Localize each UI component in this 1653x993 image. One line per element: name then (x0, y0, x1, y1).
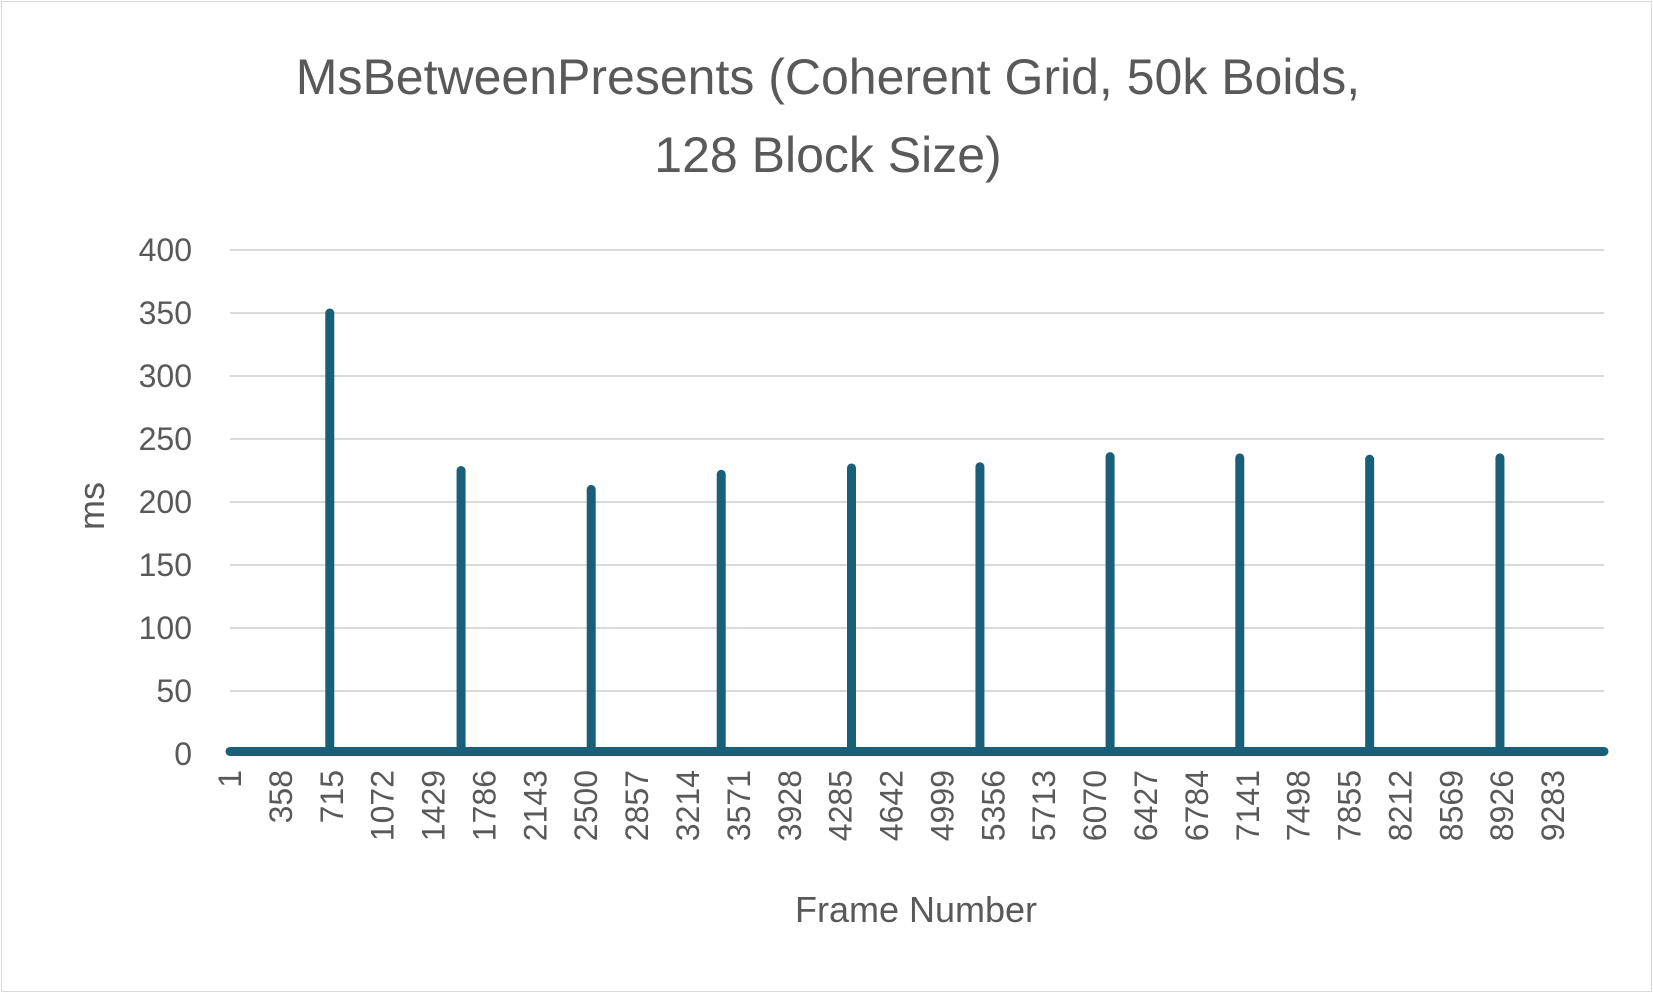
x-tick-label: 1 (212, 770, 248, 788)
y-axis-ticks: 0 50 100 150 200 250 300 350 400 (139, 232, 192, 772)
gridlines (230, 249, 1604, 692)
y-tick-label: 100 (139, 610, 192, 646)
x-tick-label: 715 (314, 770, 350, 823)
y-tick-label: 400 (139, 232, 192, 268)
x-tick-label: 6784 (1179, 770, 1215, 841)
x-tick-label: 4642 (874, 770, 910, 841)
x-tick-label: 3571 (721, 770, 757, 841)
x-tick-label: 9283 (1535, 770, 1571, 841)
chart-title-line-2: 128 Block Size) (654, 127, 1001, 183)
y-tick-label: 50 (156, 673, 192, 709)
x-tick-label: 358 (263, 770, 299, 823)
y-tick-label: 350 (139, 295, 192, 331)
x-tick-label: 6070 (1077, 770, 1113, 841)
x-tick-label: 4285 (823, 770, 859, 841)
x-tick-label: 4999 (924, 770, 960, 841)
y-axis-title: ms (71, 482, 112, 530)
x-tick-label: 2500 (568, 770, 604, 841)
x-axis-title: Frame Number (795, 889, 1037, 930)
x-tick-label: 5356 (975, 770, 1011, 841)
y-tick-label: 250 (139, 421, 192, 457)
x-tick-label: 8926 (1484, 770, 1520, 841)
y-tick-label: 0 (174, 736, 192, 772)
x-tick-label: 1786 (466, 770, 502, 841)
x-tick-label: 6427 (1128, 770, 1164, 841)
x-tick-label: 7855 (1332, 770, 1368, 841)
x-tick-label: 2143 (517, 770, 553, 841)
chart-title-line-1: MsBetweenPresents (Coherent Grid, 50k Bo… (296, 49, 1360, 105)
y-tick-label: 150 (139, 547, 192, 583)
x-axis-ticks: 1 358 715 1072 1429 1786 2143 2500 2857 3214 3571 3… (212, 770, 1571, 841)
x-tick-label: 8569 (1433, 770, 1469, 841)
x-tick-label: 3214 (670, 770, 706, 841)
y-tick-label: 300 (139, 358, 192, 394)
x-tick-label: 7498 (1281, 770, 1317, 841)
x-tick-label: 5713 (1026, 770, 1062, 841)
x-tick-label: 8212 (1382, 770, 1418, 841)
x-tick-label: 1072 (365, 770, 401, 841)
x-tick-label: 1429 (416, 770, 452, 841)
x-tick-label: 2857 (619, 770, 655, 841)
series-layer (225, 308, 1609, 756)
x-tick-label: 7141 (1230, 770, 1266, 841)
y-tick-label: 200 (139, 484, 192, 520)
x-tick-label: 3928 (772, 770, 808, 841)
